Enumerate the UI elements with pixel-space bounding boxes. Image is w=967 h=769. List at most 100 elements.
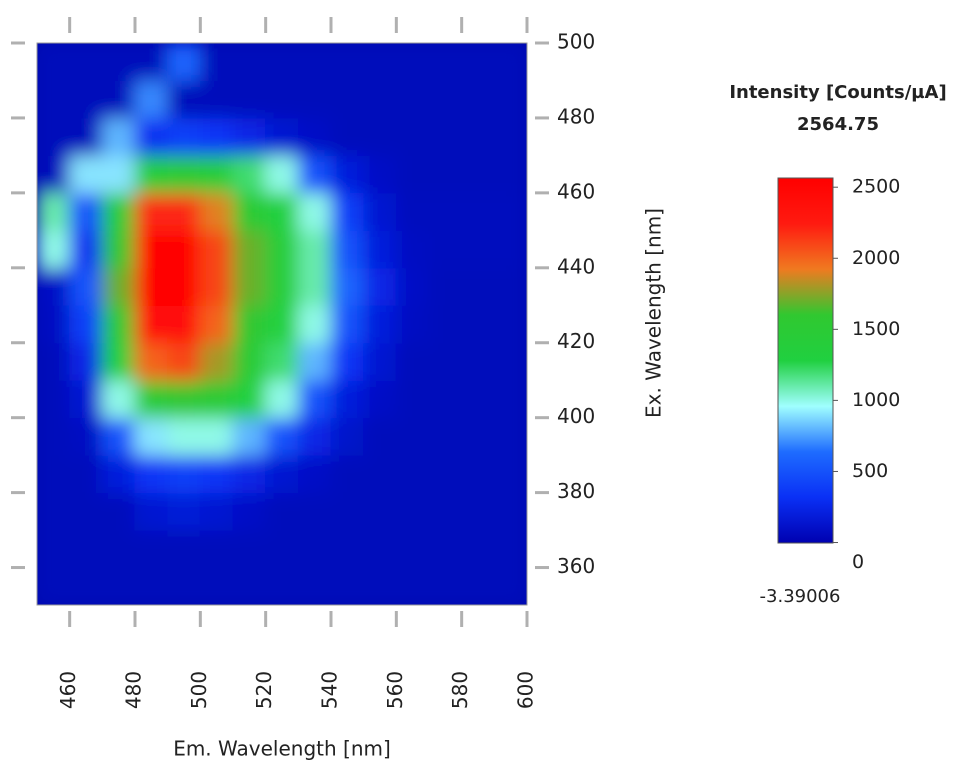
heat-cell — [69, 567, 103, 605]
y-tick-label: 380 — [557, 479, 595, 503]
heat-cell — [69, 192, 103, 231]
heat-cell — [167, 529, 201, 569]
heat-cell — [134, 529, 169, 569]
heat-cell — [461, 192, 495, 231]
heat-cell — [297, 379, 332, 419]
heat-cell — [493, 267, 527, 306]
heat-cell — [37, 304, 71, 344]
heat-cell — [493, 79, 527, 119]
heat-cell — [265, 117, 299, 156]
heat-cell — [330, 379, 365, 419]
heat-cell — [297, 267, 332, 306]
y-tick-label: 500 — [557, 30, 595, 54]
heat-cell — [428, 379, 463, 419]
heat-cell — [363, 304, 397, 344]
heat-cell — [265, 529, 299, 569]
heat-cell — [134, 192, 169, 231]
colorbar-min: -3.39006 — [760, 586, 841, 607]
heat-cell — [69, 79, 103, 119]
heat-cell — [232, 342, 267, 381]
heat-cell — [265, 192, 299, 231]
heat-cell — [493, 229, 527, 269]
heat-cell — [493, 379, 527, 419]
heat-cell — [134, 229, 169, 269]
x-tick-label: 540 — [318, 671, 342, 709]
heat-cell — [101, 454, 136, 494]
heat-cell — [37, 454, 71, 494]
y-tick-label: 440 — [557, 254, 595, 278]
heat-cell — [232, 417, 267, 456]
heat-cell — [199, 342, 234, 381]
heat-cell — [37, 267, 71, 306]
heat-cell — [493, 192, 527, 231]
heat-cell — [167, 192, 201, 231]
y-tick-label: 420 — [557, 329, 595, 353]
heat-cell — [428, 192, 463, 231]
colorbar-tick-label: 2500 — [852, 176, 900, 198]
heat-cell — [199, 492, 234, 531]
heat-cell — [363, 417, 397, 456]
heat-cell — [395, 342, 430, 381]
heat-cell — [265, 379, 299, 419]
heat-cell — [101, 117, 136, 156]
heat-cell — [461, 567, 495, 605]
heat-cell — [395, 567, 430, 605]
heat-cell — [330, 43, 365, 81]
heat-cell — [395, 454, 430, 494]
heat-cell — [232, 192, 267, 231]
heat-cell — [134, 304, 169, 344]
heat-cell — [493, 529, 527, 569]
heat-cell — [428, 43, 463, 81]
heat-cell — [428, 79, 463, 119]
heat-cell — [232, 117, 267, 156]
x-tick-label: 600 — [514, 671, 538, 709]
heat-cell — [134, 154, 169, 194]
heat-cell — [37, 229, 71, 269]
heat-cell — [330, 229, 365, 269]
heat-cell — [461, 304, 495, 344]
heat-cell — [297, 229, 332, 269]
heat-cell — [493, 567, 527, 605]
heat-cell — [493, 154, 527, 194]
heat-cell — [363, 192, 397, 231]
heat-cell — [297, 567, 332, 605]
heat-cell — [134, 79, 169, 119]
heat-cell — [167, 492, 201, 531]
heat-cell — [134, 342, 169, 381]
heat-cell — [297, 529, 332, 569]
heat-cell — [167, 342, 201, 381]
heat-cell — [428, 117, 463, 156]
x-axis-title: Em. Wavelength [nm] — [173, 737, 391, 761]
heat-cell — [330, 417, 365, 456]
heat-cell — [232, 304, 267, 344]
heat-cell — [37, 492, 71, 531]
heat-cell — [101, 267, 136, 306]
heat-cell — [363, 492, 397, 531]
heat-cell — [428, 454, 463, 494]
heat-cell — [265, 229, 299, 269]
heat-cell — [265, 304, 299, 344]
heat-cell — [101, 192, 136, 231]
heat-cell — [101, 417, 136, 456]
heat-cell — [330, 304, 365, 344]
heat-cell — [199, 417, 234, 456]
heat-cell — [232, 267, 267, 306]
heat-cell — [330, 117, 365, 156]
heat-cell — [363, 229, 397, 269]
heat-cell — [428, 567, 463, 605]
heat-cell — [297, 79, 332, 119]
heat-cell — [69, 529, 103, 569]
heat-cell — [37, 529, 71, 569]
heat-cell — [167, 417, 201, 456]
heat-cell — [493, 492, 527, 531]
heat-cell — [428, 417, 463, 456]
heat-cell — [265, 567, 299, 605]
heat-cell — [461, 379, 495, 419]
heat-cell — [265, 342, 299, 381]
heat-cell — [297, 342, 332, 381]
y-tick-label: 480 — [557, 104, 595, 128]
heat-cell — [101, 342, 136, 381]
heat-cell — [101, 79, 136, 119]
heat-cell — [461, 454, 495, 494]
